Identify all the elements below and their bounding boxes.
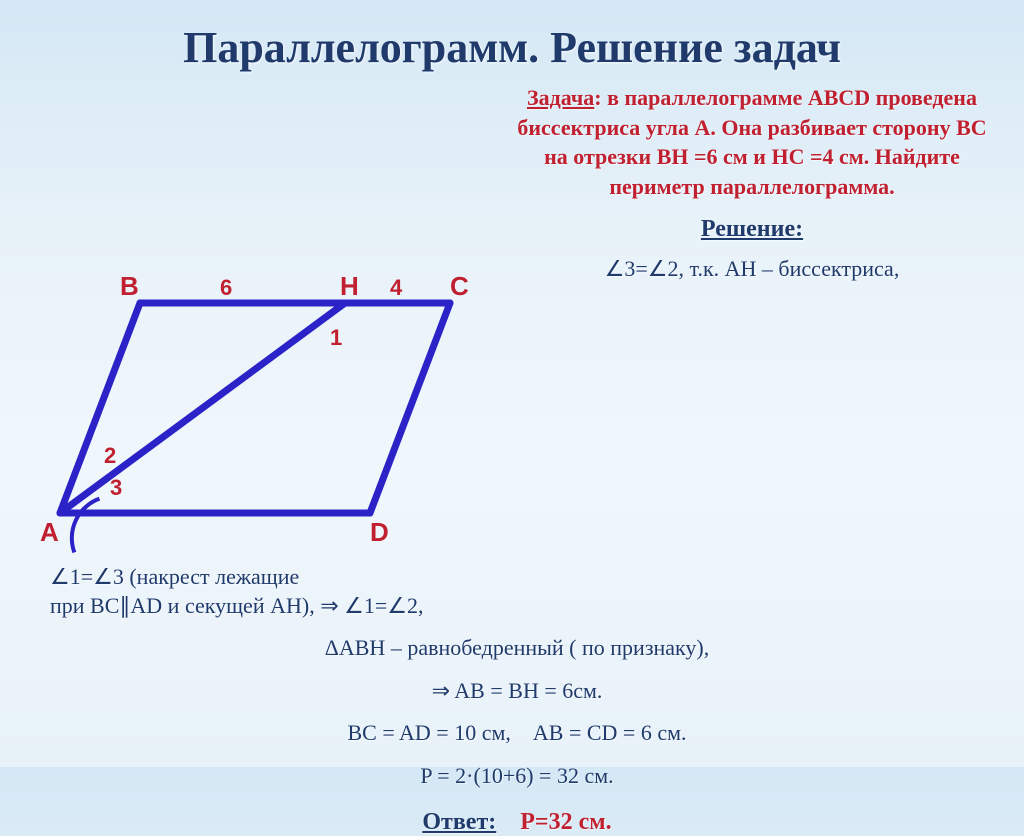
svg-text:3: 3 [110, 475, 122, 500]
svg-text:4: 4 [390, 275, 403, 300]
solution-header: Решение: [510, 216, 994, 243]
problem-label: Задача [527, 85, 594, 110]
svg-text:D: D [370, 517, 389, 547]
solution-line-6: P = 2·(10+6) = 32 см. [50, 762, 984, 791]
problem-statement: Задача: в параллелограмме ABCD проведена… [510, 83, 994, 202]
svg-text:H: H [340, 271, 359, 301]
solution-line-5a: BC = AD = 10 см, [347, 720, 510, 745]
page-title: Параллелограмм. Решение задач [0, 0, 1024, 73]
solution-line-1: ∠3=∠2, т.к. AH – биссектриса, [510, 255, 994, 284]
answer-value: P=32 см. [520, 809, 611, 835]
text-panel: Задача: в параллелограмме ABCD проведена… [500, 83, 994, 563]
solution-line-2: ∠1=∠3 (накрест лежащие при BC∥AD и секущ… [50, 563, 984, 620]
svg-text:6: 6 [220, 275, 232, 300]
answer-label: Ответ: [422, 809, 496, 835]
svg-text:1: 1 [330, 325, 342, 350]
solution-line-5b: AB = CD = 6 см. [533, 720, 687, 745]
content-row: A B H C D 6 4 1 2 3 Задача: в параллелограмме ABC… [0, 73, 1024, 563]
solution-body: ∠1=∠3 (накрест лежащие при BC∥AD и секущ… [0, 563, 1024, 836]
solution-line-4: ⇒ AB = BH = 6см. [50, 677, 984, 706]
svg-text:A: A [40, 517, 59, 547]
svg-text:B: B [120, 271, 139, 301]
solution-line-5: BC = AD = 10 см, AB = CD = 6 см. [50, 719, 984, 748]
svg-text:2: 2 [104, 443, 116, 468]
diagram-panel: A B H C D 6 4 1 2 3 [30, 83, 500, 563]
geometry-diagram: A B H C D 6 4 1 2 3 [30, 233, 500, 563]
svg-text:C: C [450, 271, 469, 301]
solution-line-3: ΔABH – равнобедренный ( по признаку), [50, 634, 984, 663]
answer-row: Ответ: P=32 см. [50, 809, 984, 836]
